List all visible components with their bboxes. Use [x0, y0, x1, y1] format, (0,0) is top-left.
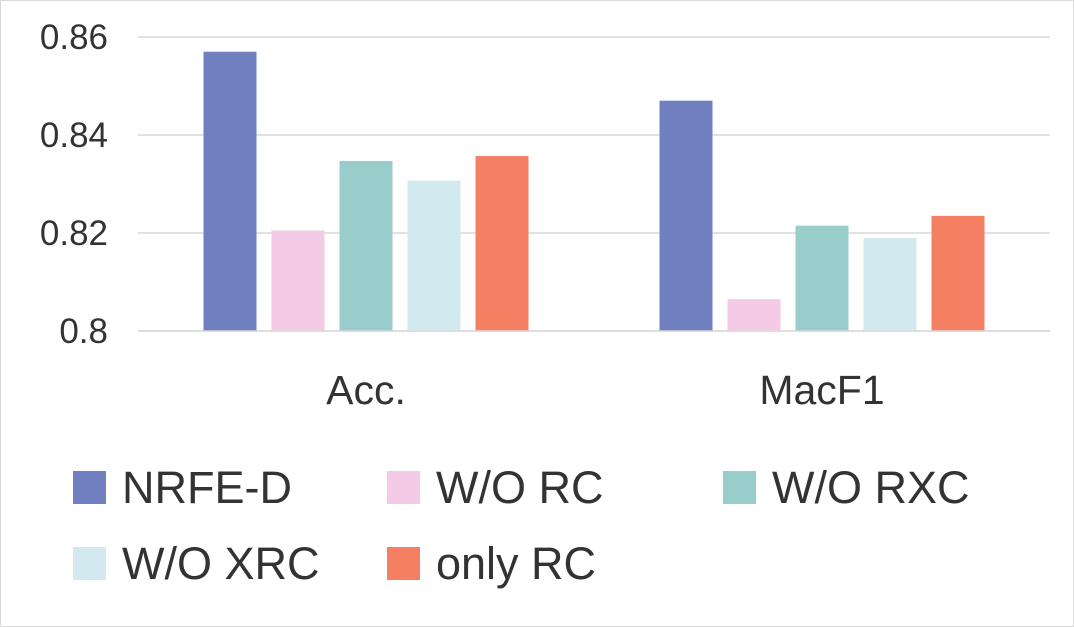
bar-w-o-xrc-acc- [407, 180, 461, 331]
legend-label: NRFE-D [122, 462, 292, 513]
y-tick-label: 0.86 [40, 18, 108, 57]
legend-item: only RC [387, 538, 596, 589]
legend-swatch [723, 471, 756, 504]
legend-swatch [73, 547, 106, 580]
y-tick-label: 0.8 [59, 312, 108, 351]
legend-label: W/O XRC [122, 538, 320, 589]
legend-label: W/O RXC [772, 462, 970, 513]
legend-swatch [387, 471, 420, 504]
bar-nrfe-d-acc- [203, 51, 257, 331]
bars [203, 51, 985, 331]
y-tick-label: 0.82 [40, 214, 108, 253]
x-category-label: MacF1 [759, 367, 884, 413]
legend-label: W/O RC [436, 462, 603, 513]
legend-item: W/O XRC [73, 538, 320, 589]
bar-only-rc-acc- [475, 156, 529, 331]
x-category-label: Acc. [326, 367, 406, 413]
bar-w-o-xrc-macf1 [863, 237, 917, 331]
legend-swatch [73, 471, 106, 504]
bar-nrfe-d-macf1 [659, 100, 713, 331]
bar-only-rc-macf1 [931, 215, 985, 331]
bar-w-o-rxc-acc- [339, 160, 393, 331]
axes: 0.8 0.82 0.84 0.86 Acc. MacF1 [40, 18, 1050, 413]
bar-w-o-rxc-macf1 [795, 225, 849, 331]
legend-item: W/O RXC [723, 462, 970, 513]
bar-w-o-rc-acc- [271, 230, 325, 331]
bar-w-o-rc-macf1 [727, 299, 781, 331]
legend-item: NRFE-D [73, 462, 292, 513]
legend-swatch [387, 547, 420, 580]
legend: NRFE-D W/O RC W/O RXC W/O XRC only RC [73, 462, 970, 589]
legend-label: only RC [436, 538, 596, 589]
legend-item: W/O RC [387, 462, 603, 513]
y-tick-label: 0.84 [40, 116, 108, 155]
